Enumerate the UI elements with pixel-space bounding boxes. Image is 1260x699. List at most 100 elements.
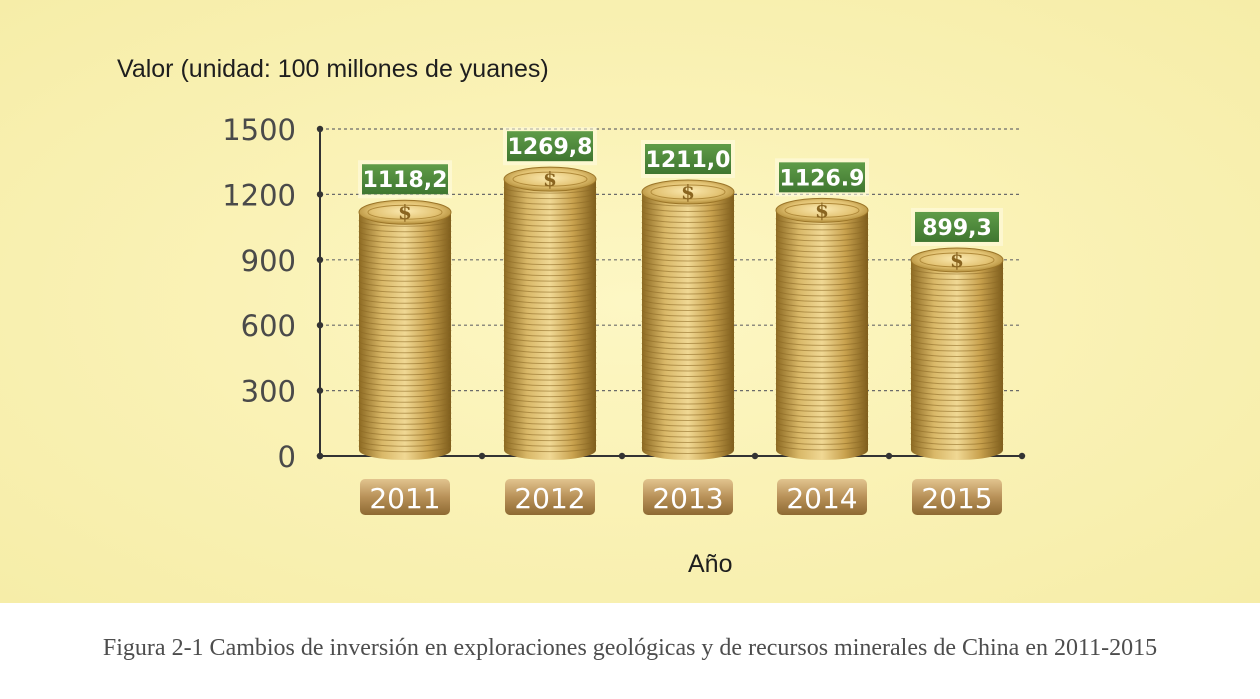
coin-edge — [503, 247, 597, 255]
coin-edge — [910, 383, 1004, 390]
coin-edge — [641, 309, 735, 317]
coin-edge — [503, 192, 597, 200]
coin-edge — [358, 429, 452, 436]
value-label-2013: 1211,0 — [646, 148, 731, 173]
coin-edge — [358, 434, 452, 442]
coin-edge — [775, 427, 869, 434]
coin-edge — [775, 432, 869, 440]
coin-edge — [641, 447, 735, 455]
chart-panel — [0, 0, 1260, 603]
coin-edge — [775, 405, 869, 412]
coin-edge — [358, 264, 452, 271]
coin-edge — [641, 282, 735, 290]
coin-edge — [641, 331, 735, 339]
coin-edge — [503, 302, 597, 310]
y-tick-label-300: 300 — [241, 375, 296, 409]
coin-edge — [641, 419, 735, 427]
coin-edge — [503, 318, 597, 326]
coin-edge — [641, 293, 735, 301]
bar-2012: $1269,8 2012 — [503, 127, 597, 515]
coin-edge — [503, 390, 597, 398]
coin-edge — [358, 324, 452, 332]
coin-edge — [775, 267, 869, 275]
coin-edge — [503, 351, 597, 359]
year-plate-2013 — [643, 479, 733, 515]
coin-edge — [503, 291, 597, 299]
coin-edge — [503, 373, 597, 381]
coin-edge — [503, 406, 597, 414]
coin-edge — [910, 339, 1004, 346]
coin-edge — [358, 236, 452, 244]
coin-edge — [775, 333, 869, 341]
coin-edge — [641, 216, 735, 224]
coin-edge — [358, 308, 452, 315]
coin-edge — [910, 284, 1004, 291]
coin-rim-2012 — [512, 171, 588, 187]
dollar-icon: $ — [815, 198, 829, 222]
coin-edge — [358, 407, 452, 414]
y-axis-label: Valor (unidad: 100 millones de yuanes) — [117, 55, 549, 83]
coin-edge — [358, 423, 452, 431]
coin-edge — [503, 263, 597, 271]
coin-edge — [910, 388, 1004, 396]
coin-edge — [775, 372, 869, 379]
coin-edge — [641, 210, 735, 218]
coin-edge — [910, 443, 1004, 451]
coin-edge — [358, 253, 452, 260]
coin-edge — [641, 392, 735, 400]
coin-edge — [503, 208, 597, 216]
coin-edge — [775, 410, 869, 418]
coin-edge — [358, 335, 452, 343]
coin-edge — [358, 445, 452, 453]
coin-edge — [641, 254, 735, 262]
coin-edge — [358, 220, 452, 227]
coin-edge — [775, 377, 869, 385]
coin-edge — [641, 441, 735, 449]
value-label-bg-2012 — [507, 131, 593, 162]
coin-edge — [641, 436, 735, 444]
coin-edge — [910, 350, 1004, 357]
coin-edge — [641, 249, 735, 257]
coin-rim-2013 — [650, 184, 726, 200]
year-plate-2014 — [777, 479, 867, 515]
year-plate-2011 — [360, 479, 450, 515]
coin-edge — [503, 412, 597, 420]
coin-edge — [641, 260, 735, 268]
value-label-bg-2014 — [779, 162, 865, 193]
coin-top-2011 — [358, 199, 452, 225]
dollar-icon: $ — [681, 180, 695, 204]
coin-edge — [641, 238, 735, 246]
coin-edge — [910, 427, 1004, 434]
coin-edge — [503, 236, 597, 244]
coin-edge — [775, 284, 869, 291]
coin-rim-2015 — [919, 252, 995, 268]
coin-edge — [910, 432, 1004, 440]
coin-edge — [775, 251, 869, 258]
coin-edge — [641, 425, 735, 433]
coin-edge — [503, 307, 597, 315]
coin-edge — [503, 384, 597, 392]
coin-edge — [503, 214, 597, 222]
coin-edge — [503, 368, 597, 376]
coin-edge — [358, 302, 452, 310]
dollar-icon: $ — [950, 248, 964, 272]
coin-edge — [358, 418, 452, 425]
x-tick-label-2011: 2011 — [369, 482, 440, 515]
x-axis-dot-3 — [751, 452, 759, 460]
coin-edge — [641, 430, 735, 438]
coin-edge — [503, 197, 597, 205]
value-label-bg-2013 — [645, 144, 731, 175]
coin-edge — [358, 440, 452, 447]
coin-edge — [641, 397, 735, 405]
coin-edge — [910, 344, 1004, 352]
coin-edge — [910, 372, 1004, 379]
coin-edge — [358, 242, 452, 249]
x-tick-label-2014: 2014 — [786, 482, 857, 515]
coin-edge — [910, 267, 1004, 275]
coin-edge — [503, 186, 597, 194]
coin-edge — [775, 361, 869, 368]
coin-edge — [641, 386, 735, 394]
coin-edge — [641, 364, 735, 372]
coin-edge — [910, 317, 1004, 324]
coin-edge — [641, 337, 735, 345]
